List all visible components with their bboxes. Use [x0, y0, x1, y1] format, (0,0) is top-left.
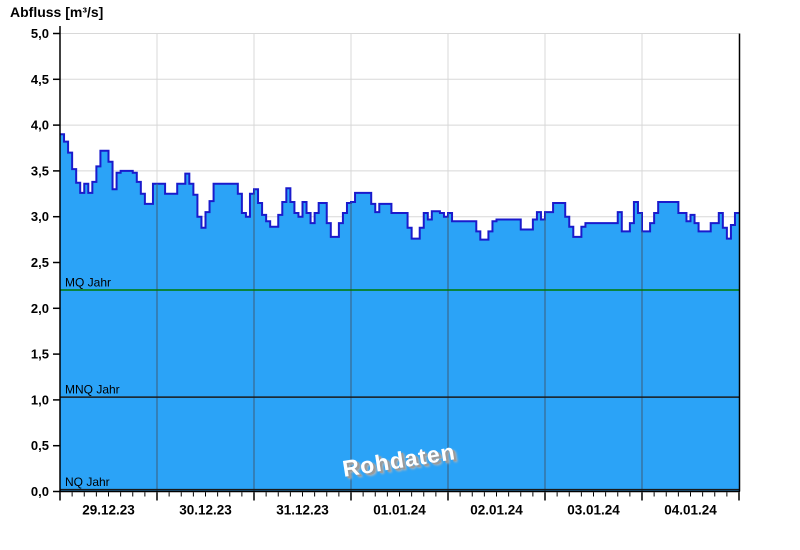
y-tick-label: 4,0: [31, 118, 49, 133]
axis-frame: [59, 26, 741, 493]
y-tick-label: 3,0: [31, 209, 49, 224]
x-tick-label: 30.12.23: [179, 503, 232, 518]
y-tick-label: 2,5: [31, 255, 49, 270]
y-tick-label: 1,0: [31, 392, 49, 407]
x-tick-label: 04.01.24: [664, 503, 717, 518]
x-tick-label: 31.12.23: [276, 503, 329, 518]
area-series: [60, 133, 739, 492]
y-tick-label: 0,5: [31, 438, 49, 453]
reference-label: NQ Jahr: [65, 475, 110, 489]
reference-label: MQ Jahr: [65, 275, 111, 289]
vertical-gridlines-on-area: [156, 134, 643, 492]
x-tick-label: 03.01.24: [567, 503, 620, 518]
y-tick-label: 0,0: [31, 484, 49, 499]
x-tick-label: 01.01.24: [373, 503, 426, 518]
y-tick-label: 5,0: [31, 26, 49, 41]
x-tick-label: 02.01.24: [470, 503, 523, 518]
reference-label: MNQ Jahr: [65, 383, 120, 397]
y-tick-label: 3,5: [31, 163, 49, 178]
y-tick-label: 4,5: [31, 72, 49, 87]
x-axis: 29.12.23 30.12.23 31.12.23 01.01.24 02.01.24…: [59, 492, 740, 518]
y-tick-label: 1,5: [31, 347, 49, 362]
x-tick-label: 29.12.23: [82, 503, 135, 518]
chart-title: Abfluss [m³/s]: [10, 4, 104, 20]
y-tick-label: 2,0: [31, 301, 49, 316]
reference-lines: MQ Jahr MNQ Jahr NQ Jahr: [60, 275, 739, 491]
y-axis: 5,0 4,5 4,0 3,5 3,0 2,5 2,0 1,5 1,0 0,5 0,0: [31, 26, 60, 499]
